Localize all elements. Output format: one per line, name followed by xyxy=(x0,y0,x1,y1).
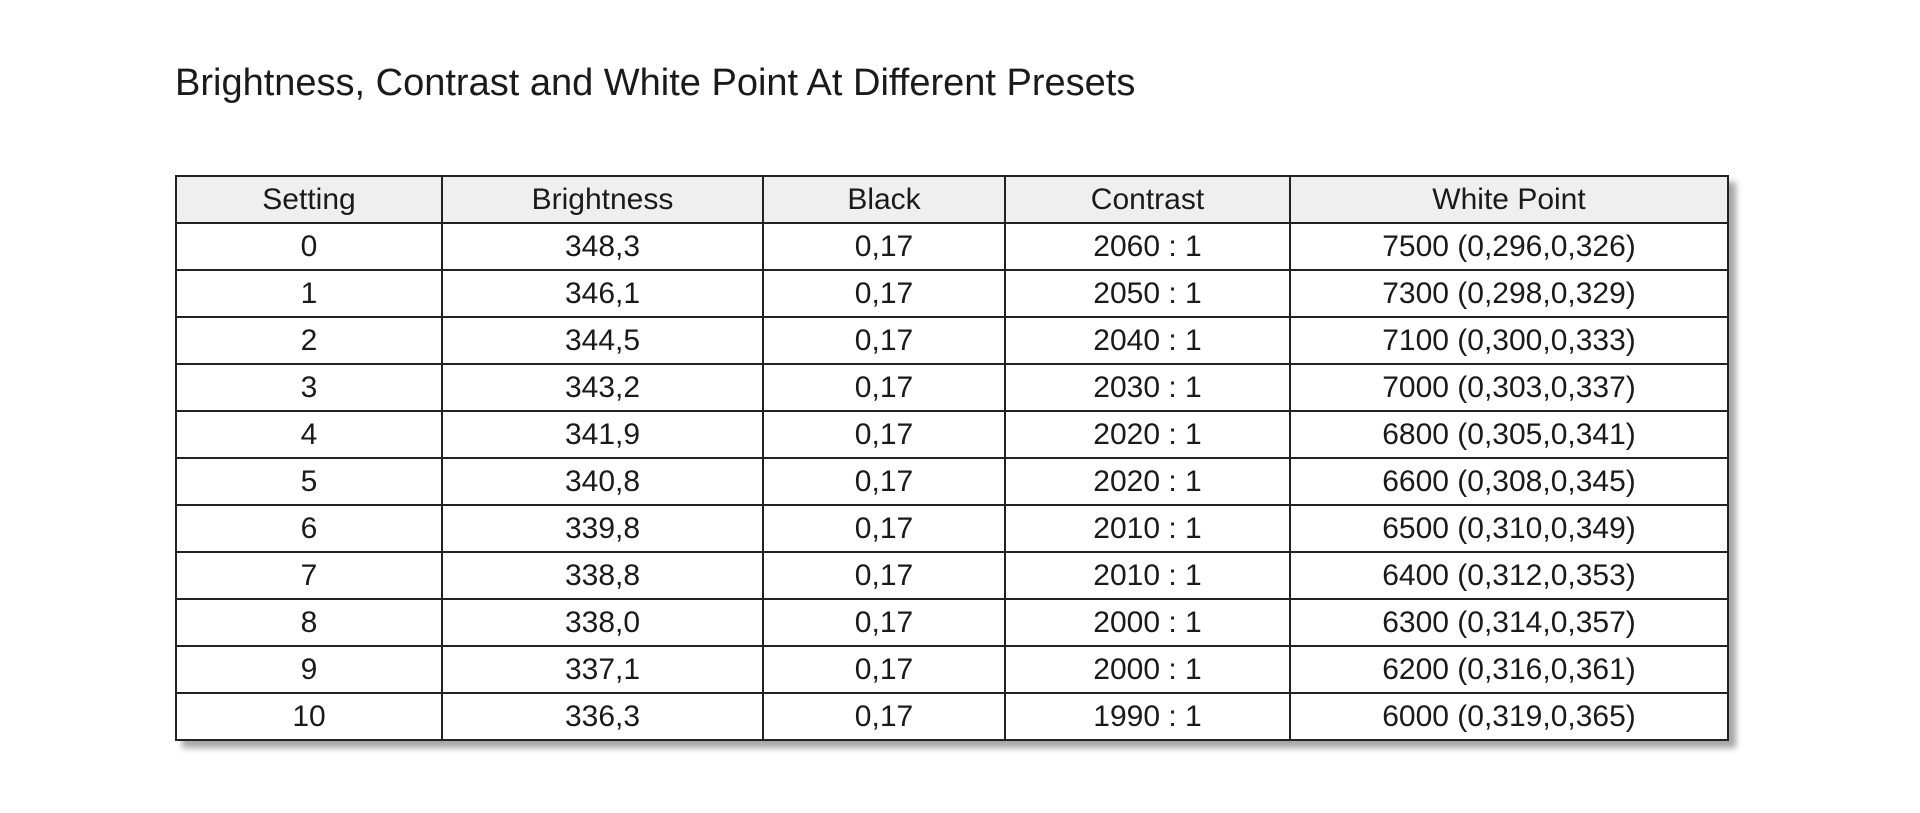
table-cell: 2 xyxy=(175,316,443,365)
table-cell: 338,0 xyxy=(441,598,764,647)
table-cell: 1 xyxy=(175,269,443,318)
table-row: 7 338,8 0,17 2010 : 1 6400 (0,312,0,353) xyxy=(175,551,1729,600)
table-cell: 2000 : 1 xyxy=(1004,645,1291,694)
table-cell: 340,8 xyxy=(441,457,764,506)
table-cell: 0,17 xyxy=(762,410,1006,459)
table-cell: 0,17 xyxy=(762,363,1006,412)
table-cell: 0,17 xyxy=(762,457,1006,506)
table-cell: 4 xyxy=(175,410,443,459)
table-cell: 0,17 xyxy=(762,222,1006,271)
table-cell: 6600 (0,308,0,345) xyxy=(1289,457,1729,506)
table-cell: 338,8 xyxy=(441,551,764,600)
table-cell: 6500 (0,310,0,349) xyxy=(1289,504,1729,553)
table-cell: 0,17 xyxy=(762,316,1006,365)
table-cell: 7100 (0,300,0,333) xyxy=(1289,316,1729,365)
table-cell: 3 xyxy=(175,363,443,412)
table-cell: 6 xyxy=(175,504,443,553)
table-cell: 0,17 xyxy=(762,645,1006,694)
header-cell: White Point xyxy=(1289,175,1729,224)
table-cell: 344,5 xyxy=(441,316,764,365)
table-cell: 7300 (0,298,0,329) xyxy=(1289,269,1729,318)
data-table: Setting Brightness Black Contrast White Poin… xyxy=(175,175,1729,741)
table-row: 10 336,3 0,17 1990 : 1 6000 (0,319,0,365) xyxy=(175,692,1729,741)
table-row: 2 344,5 0,17 2040 : 1 7100 (0,300,0,333) xyxy=(175,316,1729,365)
header-cell: Brightness xyxy=(441,175,764,224)
table-cell: 7000 (0,303,0,337) xyxy=(1289,363,1729,412)
table-cell: 346,1 xyxy=(441,269,764,318)
table-cell: 6000 (0,319,0,365) xyxy=(1289,692,1729,741)
table-cell: 7500 (0,296,0,326) xyxy=(1289,222,1729,271)
table-cell: 2030 : 1 xyxy=(1004,363,1291,412)
table-row: 8 338,0 0,17 2000 : 1 6300 (0,314,0,357) xyxy=(175,598,1729,647)
table-cell: 2010 : 1 xyxy=(1004,504,1291,553)
table-row: 3 343,2 0,17 2030 : 1 7000 (0,303,0,337) xyxy=(175,363,1729,412)
table-cell: 0 xyxy=(175,222,443,271)
table-cell: 5 xyxy=(175,457,443,506)
table-cell: 0,17 xyxy=(762,598,1006,647)
table-cell: 336,3 xyxy=(441,692,764,741)
table-cell: 6400 (0,312,0,353) xyxy=(1289,551,1729,600)
title: Brightness, Contrast and White Point At … xyxy=(175,62,1136,104)
table-cell: 2060 : 1 xyxy=(1004,222,1291,271)
table-cell: 2020 : 1 xyxy=(1004,457,1291,506)
header-cell: Contrast xyxy=(1004,175,1291,224)
table-cell: 2040 : 1 xyxy=(1004,316,1291,365)
table-cell: 0,17 xyxy=(762,269,1006,318)
table-cell: 6800 (0,305,0,341) xyxy=(1289,410,1729,459)
table-cell: 341,9 xyxy=(441,410,764,459)
table-cell: 6200 (0,316,0,361) xyxy=(1289,645,1729,694)
table-cell: 10 xyxy=(175,692,443,741)
table-cell: 348,3 xyxy=(441,222,764,271)
table-row: 5 340,8 0,17 2020 : 1 6600 (0,308,0,345) xyxy=(175,457,1729,506)
header-row: Setting Brightness Black Contrast White Poin… xyxy=(175,175,1729,224)
table-cell: 339,8 xyxy=(441,504,764,553)
table-cell: 337,1 xyxy=(441,645,764,694)
table-cell: 2000 : 1 xyxy=(1004,598,1291,647)
table-cell: 2020 : 1 xyxy=(1004,410,1291,459)
table-cell: 9 xyxy=(175,645,443,694)
header-cell: Setting xyxy=(175,175,443,224)
table-cell: 6300 (0,314,0,357) xyxy=(1289,598,1729,647)
table-row: 4 341,9 0,17 2020 : 1 6800 (0,305,0,341) xyxy=(175,410,1729,459)
table-cell: 2050 : 1 xyxy=(1004,269,1291,318)
table-cell: 0,17 xyxy=(762,504,1006,553)
table-cell: 0,17 xyxy=(762,551,1006,600)
table-cell: 343,2 xyxy=(441,363,764,412)
table-row: 0 348,3 0,17 2060 : 1 7500 (0,296,0,326) xyxy=(175,222,1729,271)
table-cell: 7 xyxy=(175,551,443,600)
table-cell: 8 xyxy=(175,598,443,647)
table-cell: 2010 : 1 xyxy=(1004,551,1291,600)
header-cell: Black xyxy=(762,175,1006,224)
table-cell: 0,17 xyxy=(762,692,1006,741)
table-row: 6 339,8 0,17 2010 : 1 6500 (0,310,0,349) xyxy=(175,504,1729,553)
table-row: 9 337,1 0,17 2000 : 1 6200 (0,316,0,361) xyxy=(175,645,1729,694)
table-cell: 1990 : 1 xyxy=(1004,692,1291,741)
table-row: 1 346,1 0,17 2050 : 1 7300 (0,298,0,329) xyxy=(175,269,1729,318)
